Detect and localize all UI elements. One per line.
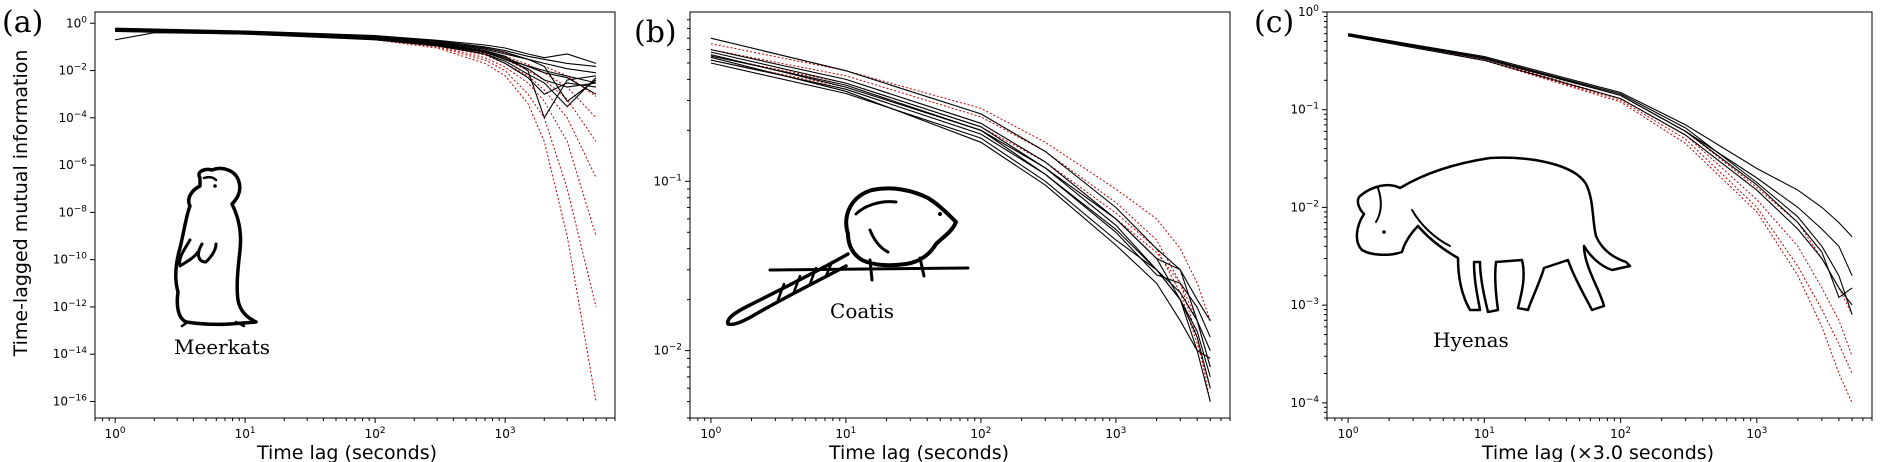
y-tick-label: 10−16 — [53, 393, 88, 408]
data-line — [710, 56, 1211, 359]
fit-line — [115, 28, 597, 402]
x-tick-label: 100 — [700, 426, 721, 441]
data-lines-a — [115, 27, 597, 120]
fit-lines-c — [1348, 33, 1853, 404]
fit-line — [115, 28, 597, 142]
data-line — [1348, 33, 1853, 315]
x-tick-label: 100 — [1338, 426, 1359, 441]
y-tick-label: 10−4 — [1290, 395, 1319, 410]
data-line — [710, 51, 1211, 322]
axes-b: 100 101 102 103 10−1 10−2 — [653, 11, 1231, 441]
panel-label-a: (a) — [2, 5, 43, 40]
y-tick-label: 10−6 — [58, 157, 87, 172]
x-axis-label-a: Time lag (seconds) — [256, 442, 437, 462]
y-tick-label: 10−4 — [58, 110, 87, 125]
fit-line — [710, 55, 1211, 389]
data-line — [1348, 34, 1853, 276]
animal-label-meerkats: Meerkats — [174, 335, 270, 359]
coati-icon — [726, 186, 970, 327]
y-tick-label: 10−3 — [1290, 297, 1319, 312]
panel-b: (b) Time lag (seconds) 100 101 102 10310−11… — [634, 11, 1231, 462]
y-tick-label: 10−2 — [653, 343, 682, 358]
data-line — [710, 62, 1211, 402]
x-tick-label: 103 — [1746, 426, 1767, 441]
x-tick-label: 103 — [495, 426, 516, 441]
x-axis-label-c: Time lag (×3.0 seconds) — [1481, 442, 1714, 462]
animal-label-hyenas: Hyenas — [1433, 328, 1509, 352]
x-tick-label: 101 — [235, 426, 256, 441]
y-tick-label: 10−1 — [1290, 102, 1319, 117]
data-line — [115, 27, 597, 67]
axes-a: 100 101 102 103 100 10−2 10−4 10−6 10−8 10−10 10−1… — [53, 11, 616, 441]
y-axis-label-a: Time-lagged mutual information — [10, 50, 32, 358]
fit-line — [1348, 34, 1853, 404]
fit-line — [1348, 34, 1853, 374]
fit-line — [115, 28, 597, 237]
y-tick-label: 10−12 — [53, 299, 87, 314]
fit-lines-b — [710, 43, 1211, 402]
y-tick-label: 100 — [66, 15, 87, 30]
animal-label-coatis: Coatis — [830, 299, 894, 323]
fit-line — [115, 28, 597, 178]
y-tick-label: 10−10 — [53, 252, 88, 267]
data-line — [115, 29, 597, 120]
x-tick-label: 101 — [835, 426, 856, 441]
x-tick-label: 100 — [105, 426, 126, 441]
fit-line — [1348, 33, 1853, 357]
panel-c: (c) Time lag (×3.0 seconds) 100 101 102 103… — [1254, 4, 1873, 462]
y-tick-label: 100 — [1298, 4, 1319, 19]
panel-a: (a) Time-lagged mutual information Time … — [2, 5, 616, 462]
data-line — [1348, 33, 1853, 299]
x-tick-label: 102 — [970, 426, 991, 441]
panel-label-c: (c) — [1254, 5, 1294, 40]
data-lines-c — [1348, 33, 1853, 315]
fit-line — [115, 28, 597, 308]
axes-c: 100 101 102 103 100 10−1 10−2 10−3 10−4 — [1290, 4, 1873, 441]
x-tick-label: 103 — [1105, 426, 1126, 441]
x-tick-label: 102 — [365, 426, 386, 441]
data-line — [115, 32, 597, 84]
x-tick-label: 101 — [1474, 426, 1495, 441]
y-tick-label: 10−14 — [53, 346, 88, 361]
y-tick-label: 10−2 — [58, 63, 87, 78]
y-tick-label: 10−2 — [1290, 199, 1319, 214]
data-line — [1348, 35, 1853, 306]
data-line — [115, 27, 597, 64]
data-line — [1348, 33, 1853, 238]
data-line — [710, 54, 1211, 378]
panel-label-b: (b) — [634, 15, 677, 50]
data-line — [710, 37, 1211, 368]
fit-line — [115, 28, 597, 119]
x-axis-label-b: Time lag (seconds) — [828, 442, 1009, 462]
x-tick-label: 102 — [1610, 426, 1631, 441]
fit-line — [1348, 33, 1853, 315]
fit-line — [710, 59, 1211, 368]
y-tick-label: 10−1 — [653, 173, 682, 188]
data-lines-b — [710, 37, 1211, 402]
fit-line — [710, 49, 1211, 402]
hyena-icon — [1355, 156, 1632, 314]
fit-line — [710, 43, 1211, 321]
data-line — [115, 30, 597, 95]
data-line — [710, 59, 1211, 338]
data-line — [115, 29, 597, 95]
data-line — [115, 28, 597, 103]
meerkat-icon — [174, 166, 258, 328]
data-line — [710, 49, 1211, 389]
y-tick-label: 10−8 — [58, 204, 87, 219]
data-line — [710, 55, 1211, 351]
